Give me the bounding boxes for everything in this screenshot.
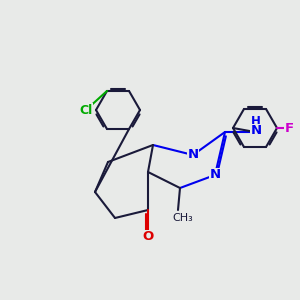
Text: O: O [142,230,154,244]
Text: F: F [284,122,294,134]
Text: N: N [209,169,220,182]
Text: N: N [188,148,199,161]
Text: N: N [250,124,262,137]
Text: CH₃: CH₃ [172,213,194,223]
Text: Cl: Cl [80,103,93,116]
Text: H: H [251,116,261,128]
